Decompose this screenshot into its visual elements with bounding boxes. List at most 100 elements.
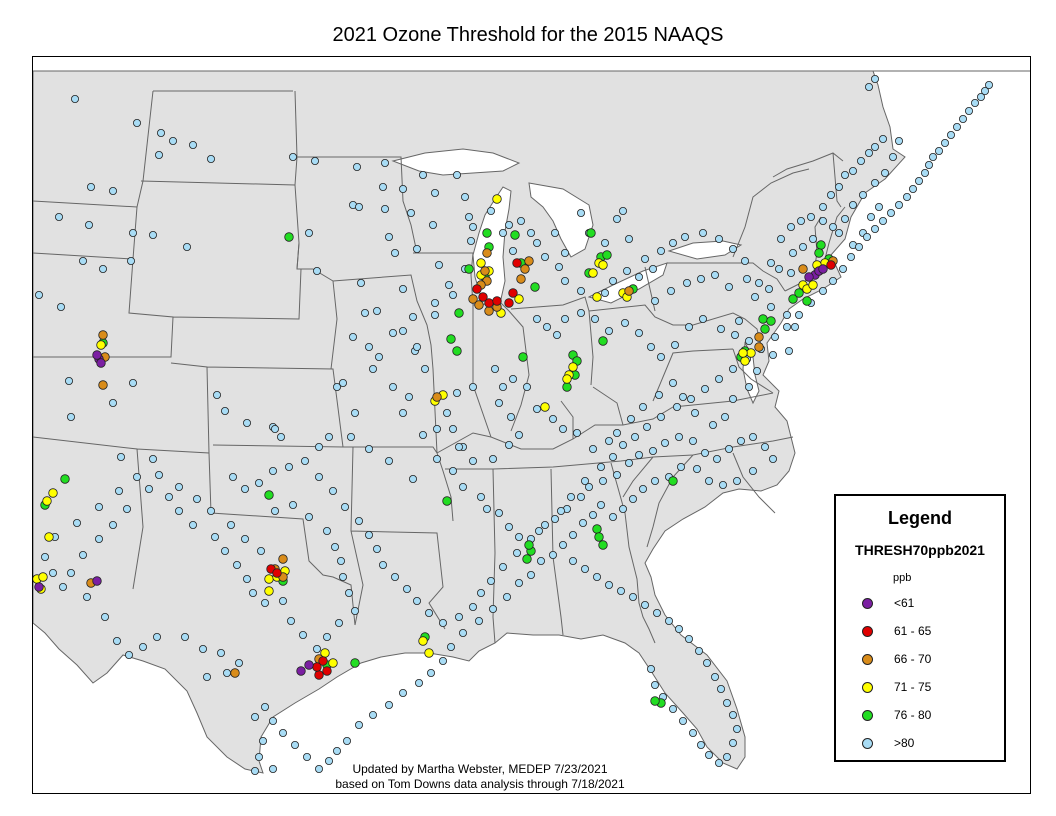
monitor-site	[300, 456, 309, 465]
monitor-site	[597, 500, 606, 509]
monitor-site	[562, 382, 572, 392]
monitor-site	[697, 274, 706, 283]
monitor-site	[721, 412, 730, 421]
monitor-site	[655, 390, 664, 399]
monitor-site	[581, 564, 590, 573]
monitor-site	[665, 617, 674, 626]
monitor-site	[559, 424, 568, 433]
monitor-site	[602, 250, 612, 260]
monitor-site	[384, 456, 393, 465]
monitor-site	[432, 424, 441, 433]
monitor-site	[302, 753, 311, 762]
monitor-site	[713, 454, 722, 463]
monitor-site	[835, 228, 844, 237]
monitor-site	[799, 242, 808, 251]
monitor-site	[766, 316, 776, 326]
monitor-site	[651, 296, 660, 305]
monitor-site	[738, 348, 748, 358]
monitor-site	[879, 216, 888, 225]
monitor-site	[977, 93, 986, 102]
monitor-site	[889, 153, 898, 162]
monitor-site	[524, 540, 534, 550]
monitor-site	[388, 328, 397, 337]
monitor-site	[364, 444, 373, 453]
monitor-sites	[33, 74, 994, 776]
monitor-site	[314, 765, 323, 774]
monitor-site	[98, 330, 108, 340]
monitor-site	[468, 294, 478, 304]
monitor-site	[328, 658, 338, 668]
monitor-site	[254, 478, 263, 487]
monitor-site	[947, 131, 956, 140]
monitor-site	[588, 268, 598, 278]
monitor-site	[859, 190, 868, 199]
monitor-site	[733, 725, 742, 734]
monitor-site	[650, 696, 660, 706]
monitor-site	[857, 157, 866, 166]
monitor-site	[585, 482, 594, 491]
monitor-site	[398, 689, 407, 698]
monitor-site	[40, 552, 49, 561]
monitor-site	[829, 222, 838, 231]
monitor-site	[492, 194, 502, 204]
monitor-site	[751, 292, 760, 301]
monitor-site	[619, 206, 628, 215]
monitor-site	[669, 378, 678, 387]
monitor-site	[719, 480, 728, 489]
monitor-site	[971, 99, 980, 108]
monitor-site	[657, 412, 666, 421]
monitor-site	[260, 599, 269, 608]
monitor-site	[703, 659, 712, 668]
monitor-site	[647, 342, 656, 351]
monitor-site	[981, 86, 990, 95]
monitor-site	[446, 334, 456, 344]
monitor-site	[234, 659, 243, 668]
monitor-site	[605, 436, 614, 445]
monitor-site	[96, 340, 106, 350]
monitor-site	[867, 212, 876, 221]
monitor-site	[749, 466, 758, 475]
monitor-site	[561, 248, 570, 257]
monitor-site	[705, 476, 714, 485]
monitor-site	[494, 508, 503, 517]
monitor-site	[598, 540, 608, 550]
monitor-site	[79, 256, 88, 265]
monitor-site	[589, 444, 598, 453]
monitor-site	[390, 573, 399, 582]
monitor-site	[775, 264, 784, 273]
monitor-site	[125, 651, 134, 660]
monitor-site	[438, 657, 447, 666]
monitor-site	[661, 438, 670, 447]
monitor-site	[909, 184, 918, 193]
monitor-site	[99, 264, 108, 273]
monitor-site	[643, 422, 652, 431]
monitor-site	[929, 153, 938, 162]
monitor-site	[242, 418, 251, 427]
monitor-site	[597, 462, 606, 471]
monitor-site	[788, 294, 798, 304]
monitor-site	[264, 490, 274, 500]
monitor-site	[504, 220, 513, 229]
monitor-site	[679, 392, 688, 401]
monitor-site	[767, 258, 776, 267]
monitor-site	[494, 398, 503, 407]
monitor-site	[424, 648, 434, 658]
monitor-site	[346, 432, 355, 441]
credits-line-1: Updated by Martha Webster, MEDEP 7/23/20…	[352, 762, 608, 776]
monitor-site	[814, 248, 824, 258]
monitor-site	[623, 266, 632, 275]
monitor-site	[689, 729, 698, 738]
monitor-site	[609, 276, 618, 285]
monitor-site	[617, 587, 626, 596]
monitor-site	[206, 155, 215, 164]
monitor-site	[723, 753, 732, 762]
monitor-site	[418, 636, 428, 646]
monitor-site	[581, 476, 590, 485]
monitor-site	[322, 633, 331, 642]
monitor-site	[452, 388, 461, 397]
monitor-site	[577, 492, 586, 501]
monitor-site	[629, 494, 638, 503]
legend-label: 61 - 65	[894, 624, 932, 638]
monitor-site	[601, 238, 610, 247]
monitor-site	[350, 607, 359, 616]
